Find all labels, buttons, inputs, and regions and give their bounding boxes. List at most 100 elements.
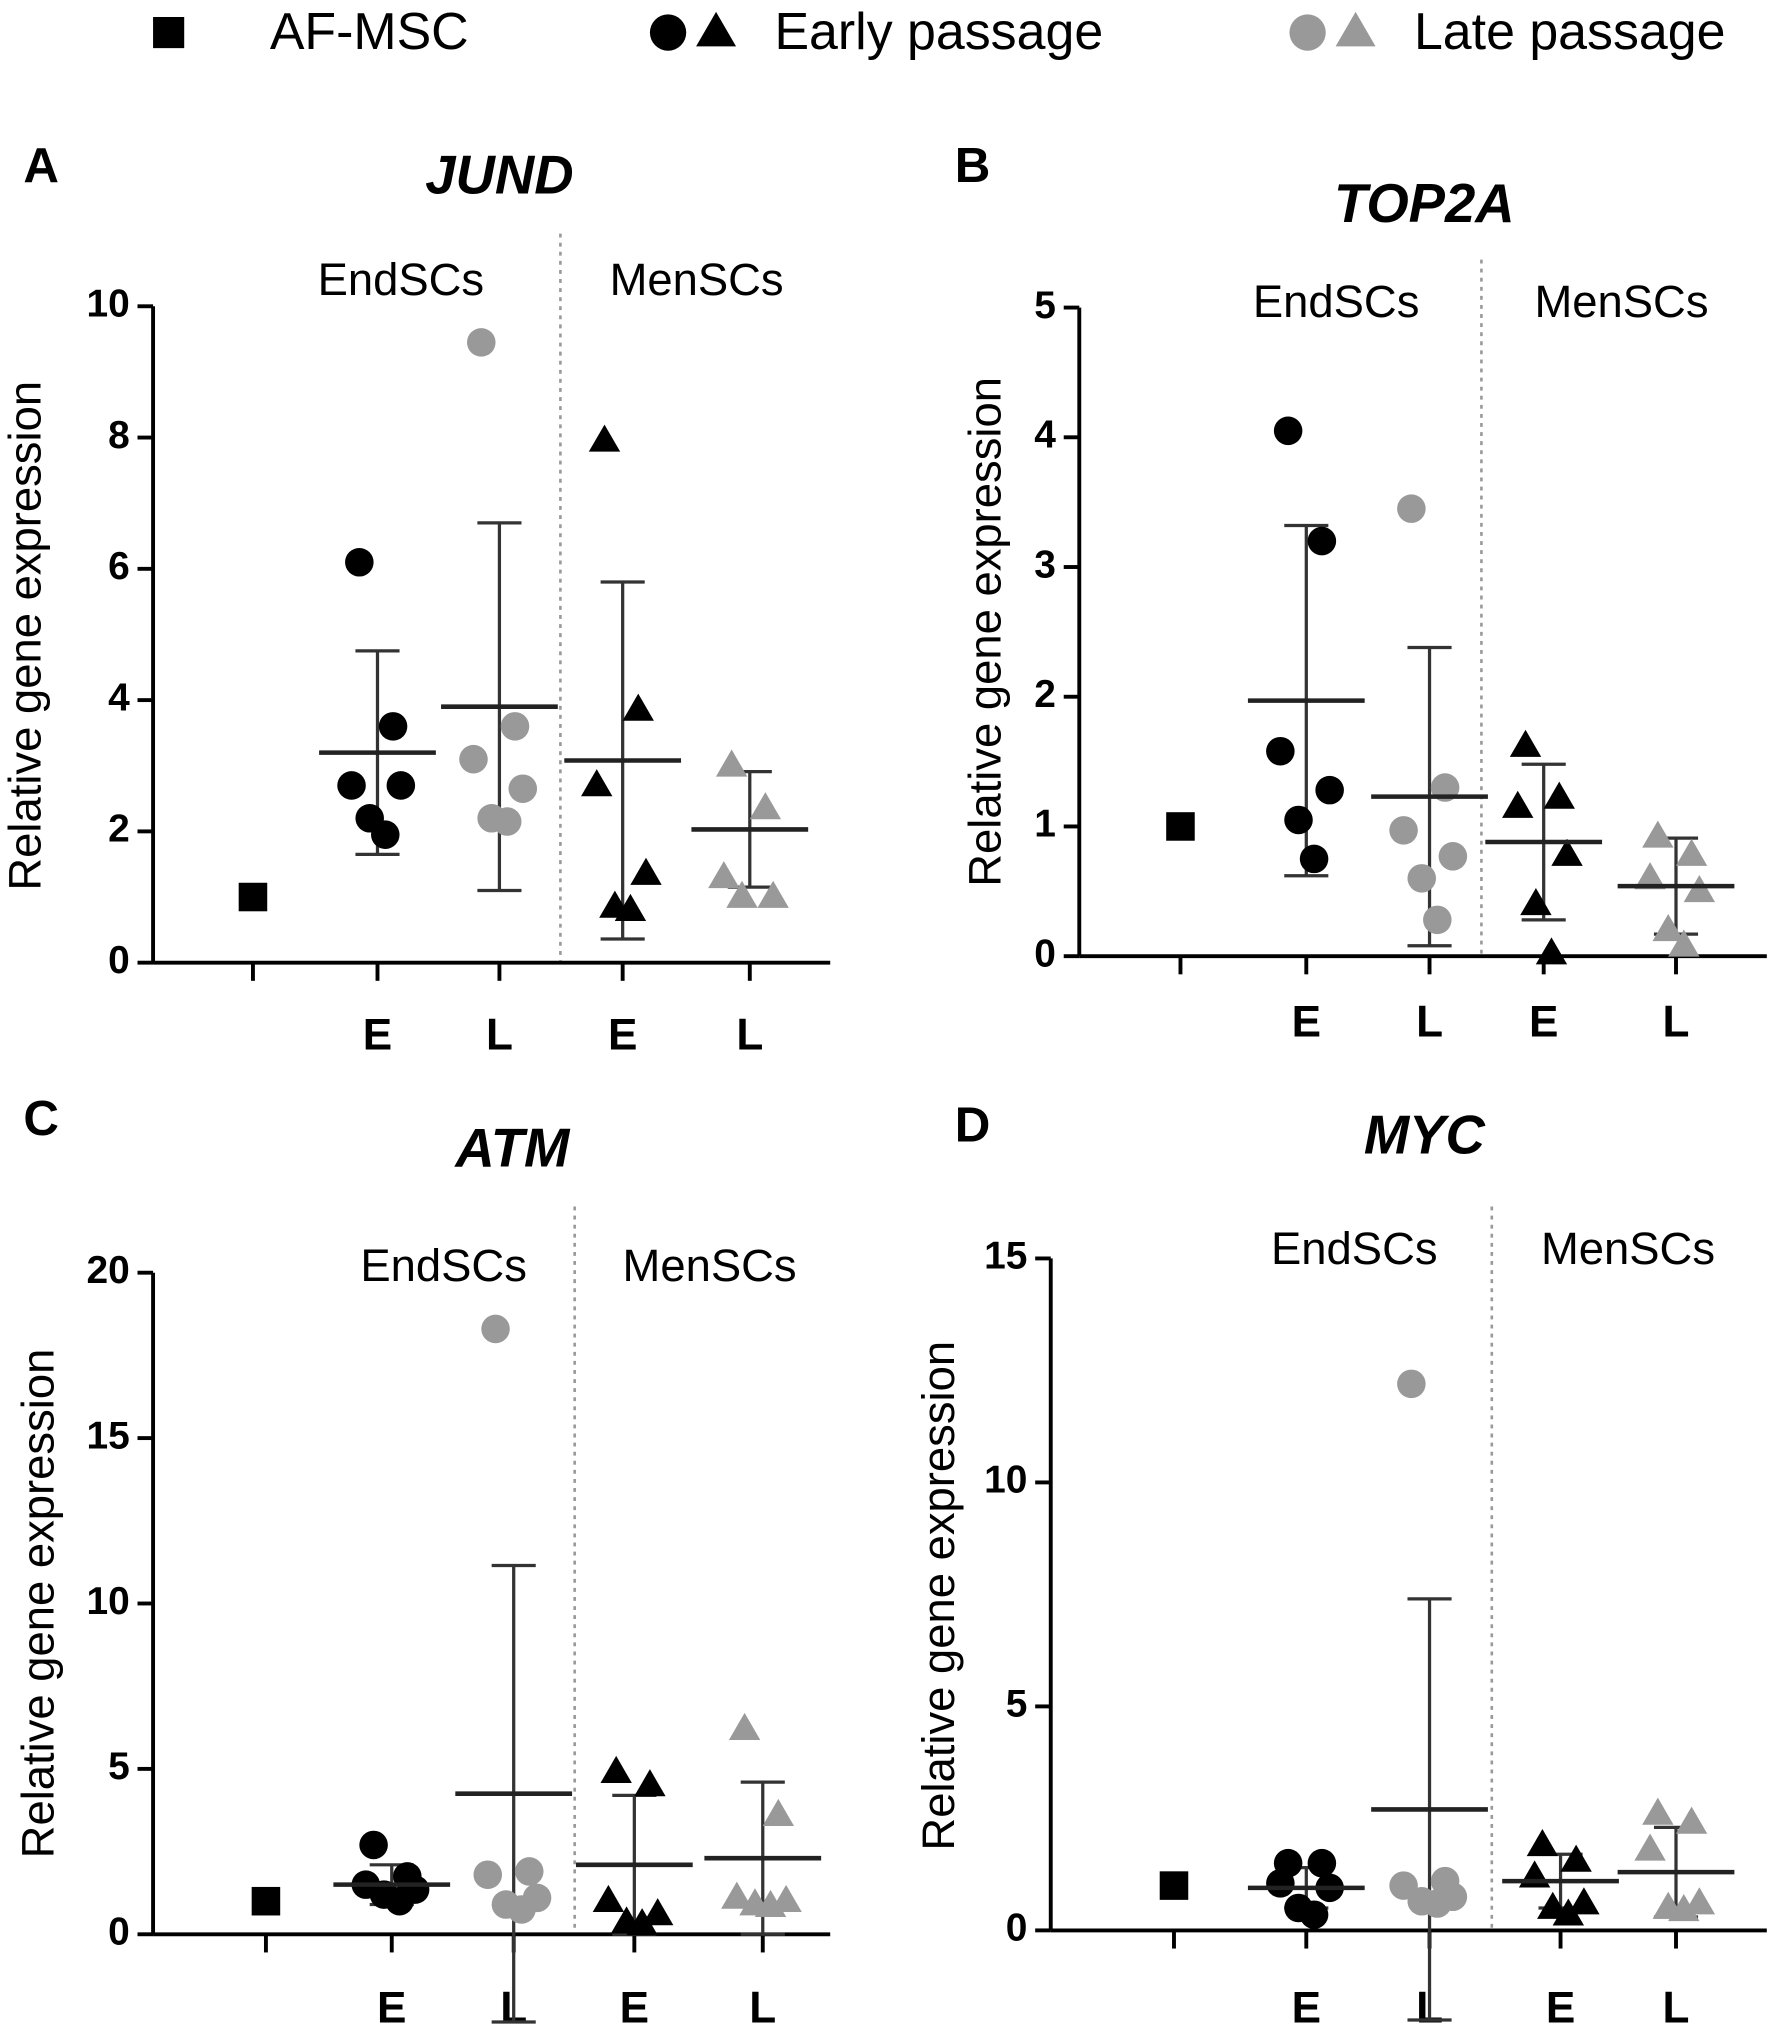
marker-circle <box>1284 805 1313 835</box>
x-tick-label: E <box>1546 1983 1575 2032</box>
marker-triangle <box>708 861 740 889</box>
marker-triangle <box>581 769 613 797</box>
marker-circle <box>345 547 374 577</box>
x-tick-label: E <box>363 1011 392 1060</box>
y-tick-label: 4 <box>108 676 130 719</box>
x-tick-label: L <box>736 1011 763 1060</box>
marker-circle <box>1299 844 1329 874</box>
x-tick-label: L <box>486 1011 513 1060</box>
x-tick-label: L <box>1416 998 1443 1047</box>
x-tick-label: E <box>1292 1983 1321 2032</box>
marker-triangle <box>721 1881 753 1909</box>
legend-label: Early passage <box>774 2 1103 60</box>
marker-circle <box>481 1314 510 1344</box>
y-tick-label: 1 <box>1034 803 1056 846</box>
x-tick-label: E <box>377 1983 406 2032</box>
x-tick-label: E <box>1292 998 1321 1047</box>
group-label: MenSCs <box>623 1240 797 1291</box>
panel-label: A <box>23 138 59 193</box>
legend-label: Late passage <box>1414 2 1726 60</box>
marker-triangle <box>600 1755 632 1784</box>
marker-circle <box>500 712 530 741</box>
y-tick-label: 0 <box>1006 1907 1028 1950</box>
marker-triangle <box>1634 862 1666 890</box>
y-tick-label: 5 <box>1034 284 1056 327</box>
group-label: MenSCs <box>1541 1223 1715 1274</box>
marker-triangle <box>1552 1898 1585 1926</box>
marker-circle <box>371 820 400 849</box>
marker-triangle <box>1526 1829 1559 1857</box>
marker-triangle <box>1642 820 1674 848</box>
marker-triangle <box>1634 1833 1666 1861</box>
y-tick-label: 6 <box>108 545 130 588</box>
marker-triangle <box>1335 11 1376 47</box>
marker-circle <box>1307 1848 1337 1878</box>
marker-square <box>251 1886 281 1916</box>
marker-triangle <box>1509 729 1542 757</box>
marker-triangle <box>1535 937 1568 965</box>
marker-circle <box>514 1857 544 1886</box>
marker-circle <box>1407 864 1437 893</box>
marker-circle <box>1289 14 1326 51</box>
marker-triangle <box>757 880 789 908</box>
marker-triangle <box>762 1798 795 1827</box>
marker-circle <box>386 771 416 800</box>
group-label: EndSCs <box>360 1240 527 1291</box>
marker-circle <box>385 1886 414 1916</box>
chart-title: ATM <box>453 1117 571 1178</box>
y-axis-label: Relative gene expression <box>913 1341 964 1851</box>
group-label: EndSCs <box>1253 276 1420 327</box>
marker-square <box>1159 1871 1189 1900</box>
marker-triangle <box>634 1769 666 1797</box>
marker-triangle <box>696 11 737 47</box>
y-axis-label: Relative gene expression <box>0 381 51 891</box>
marker-circle <box>359 1830 388 1860</box>
marker-circle <box>1397 1369 1426 1399</box>
marker-circle <box>1307 526 1337 556</box>
chart-title: JUND <box>425 145 573 206</box>
y-tick-label: 0 <box>108 939 130 982</box>
y-tick-label: 5 <box>1006 1683 1028 1726</box>
x-tick-label: L <box>749 1983 776 2032</box>
y-tick-label: 0 <box>108 1911 130 1954</box>
marker-square <box>238 882 268 912</box>
y-tick-label: 2 <box>1034 673 1056 716</box>
marker-triangle <box>754 1889 787 1918</box>
y-tick-label: 15 <box>86 1414 129 1457</box>
marker-square <box>1166 812 1195 841</box>
marker-circle <box>649 14 687 51</box>
y-tick-label: 3 <box>1034 543 1056 586</box>
panel-label: C <box>23 1091 59 1146</box>
marker-triangle <box>1543 781 1575 809</box>
y-axis-label: Relative gene expression <box>13 1349 64 1859</box>
marker-triangle <box>726 880 758 908</box>
marker-square <box>153 16 185 49</box>
y-tick-label: 20 <box>86 1249 129 1292</box>
marker-triangle <box>1668 929 1700 957</box>
group-label: MenSCs <box>1534 276 1708 327</box>
marker-circle <box>1423 905 1452 935</box>
marker-circle <box>378 712 408 741</box>
group-label: MenSCs <box>610 254 784 305</box>
y-axis-label: Relative gene expression <box>959 377 1010 887</box>
marker-circle <box>507 1895 536 1924</box>
y-tick-label: 10 <box>86 1580 129 1623</box>
marker-triangle <box>728 1712 761 1741</box>
y-tick-label: 10 <box>86 283 129 326</box>
x-tick-label: E <box>620 1983 649 2032</box>
marker-circle <box>1273 416 1303 446</box>
y-tick-label: 10 <box>984 1459 1027 1502</box>
marker-circle <box>1266 736 1295 766</box>
panel-label: B <box>955 138 991 193</box>
marker-triangle <box>614 893 647 921</box>
marker-circle <box>492 807 522 836</box>
marker-circle <box>1266 1869 1295 1898</box>
marker-triangle <box>1652 913 1684 942</box>
marker-circle <box>1315 775 1344 805</box>
marker-circle <box>1299 1900 1329 1929</box>
group-label: EndSCs <box>318 254 485 305</box>
marker-circle <box>466 328 496 357</box>
marker-circle <box>1389 816 1418 845</box>
marker-triangle <box>1551 838 1583 866</box>
marker-triangle <box>630 857 662 885</box>
